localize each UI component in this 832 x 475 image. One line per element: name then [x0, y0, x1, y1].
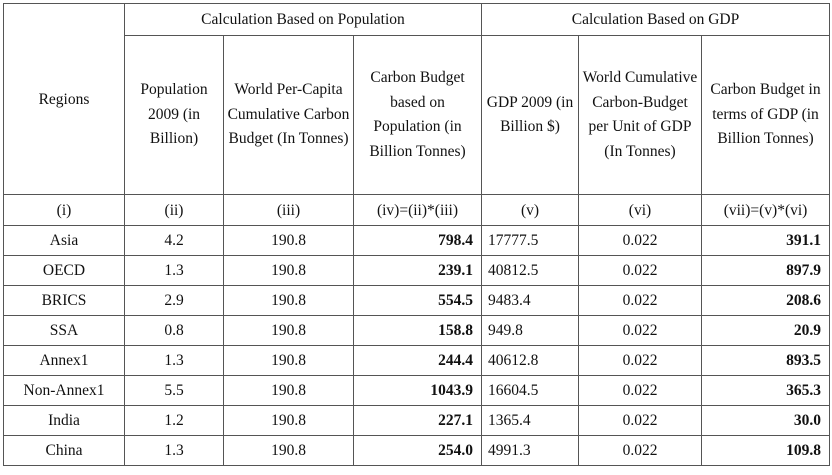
gdp-budget-cell: 208.6: [700, 285, 831, 316]
region-cell: OECD: [3, 255, 125, 286]
column-header: Carbon Budget in terms of GDP (in Billio…: [700, 35, 831, 195]
index-cell: (i): [3, 194, 125, 226]
table-row: OECD 1.3 190.8 239.1 40812.5 0.022 897.9: [3, 255, 831, 286]
population-group-header: Calculation Based on Population: [124, 3, 482, 36]
gdp-unit-budget-cell: 0.022: [578, 285, 702, 316]
table-row: India 1.2 190.8 227.1 1365.4 0.022 30.0: [3, 405, 831, 436]
gdp-budget-cell: 893.5: [700, 345, 831, 376]
population-cell: 1.3: [124, 345, 224, 376]
gdp-budget-cell: 109.8: [700, 435, 831, 466]
column-header: GDP 2009 (in Billion $): [481, 35, 579, 195]
population-budget-cell: 1043.9: [353, 375, 482, 406]
population-cell: 1.3: [124, 435, 224, 466]
population-budget-cell: 158.8: [353, 315, 482, 346]
population-budget-cell: 254.0: [353, 435, 482, 466]
region-cell: India: [3, 405, 125, 436]
column-header-row: Population 2009 (in Billion) World Per-C…: [4, 35, 831, 195]
gdp-cell: 949.8: [481, 315, 579, 346]
population-budget-cell: 554.5: [353, 285, 482, 316]
population-budget-cell: 244.4: [353, 345, 482, 376]
gdp-cell: 1365.4: [481, 405, 579, 436]
group-header-row: Regions Calculation Based on Population …: [3, 3, 831, 195]
gdp-cell: 4991.3: [481, 435, 579, 466]
table-row: China 1.3 190.8 254.0 4991.3 0.022 109.8: [3, 435, 831, 466]
region-cell: SSA: [3, 315, 125, 346]
region-cell: China: [3, 435, 125, 466]
index-cell: (iii): [223, 194, 354, 226]
gdp-budget-cell: 20.9: [700, 315, 831, 346]
per-capita-budget-cell: 190.8: [223, 375, 354, 406]
gdp-cell: 40612.8: [481, 345, 579, 376]
region-cell: Annex1: [3, 345, 125, 376]
population-cell: 0.8: [124, 315, 224, 346]
gdp-unit-budget-cell: 0.022: [578, 435, 702, 466]
gdp-cell: 9483.4: [481, 285, 579, 316]
table-row: Annex1 1.3 190.8 244.4 40612.8 0.022 893.5: [3, 345, 831, 376]
population-cell: 5.5: [124, 375, 224, 406]
regions-header: Regions: [3, 3, 125, 195]
population-budget-cell: 798.4: [353, 225, 482, 256]
population-budget-cell: 227.1: [353, 405, 482, 436]
column-header: Population 2009 (in Billion): [124, 35, 224, 195]
index-cell: (v): [481, 194, 579, 226]
gdp-group-header: Calculation Based on GDP: [480, 3, 831, 36]
gdp-budget-cell: 897.9: [700, 255, 831, 286]
population-cell: 1.2: [124, 405, 224, 436]
index-cell: (iv)=(ii)*(iii): [353, 194, 482, 226]
population-cell: 2.9: [124, 285, 224, 316]
index-row: (i) (ii) (iii) (iv)=(ii)*(iii) (v) (vi) …: [3, 194, 831, 226]
gdp-cell: 17777.5: [481, 225, 579, 256]
gdp-unit-budget-cell: 0.022: [578, 375, 702, 406]
gdp-budget-cell: 365.3: [700, 375, 831, 406]
gdp-unit-budget-cell: 0.022: [578, 345, 702, 376]
gdp-budget-cell: 391.1: [700, 225, 831, 256]
population-cell: 1.3: [124, 255, 224, 286]
per-capita-budget-cell: 190.8: [223, 285, 354, 316]
population-cell: 4.2: [124, 225, 224, 256]
table-row: BRICS 2.9 190.8 554.5 9483.4 0.022 208.6: [3, 285, 831, 316]
per-capita-budget-cell: 190.8: [223, 315, 354, 346]
per-capita-budget-cell: 190.8: [223, 255, 354, 286]
region-cell: Non-Annex1: [3, 375, 125, 406]
per-capita-budget-cell: 190.8: [223, 435, 354, 466]
index-cell: (vii)=(v)*(vi): [700, 194, 831, 226]
gdp-unit-budget-cell: 0.022: [578, 405, 702, 436]
table-row: SSA 0.8 190.8 158.8 949.8 0.022 20.9: [3, 315, 831, 346]
carbon-budget-table: Regions Calculation Based on Population …: [3, 3, 831, 466]
index-cell: (ii): [124, 194, 224, 226]
gdp-cell: 40812.5: [481, 255, 579, 286]
region-cell: BRICS: [3, 285, 125, 316]
gdp-unit-budget-cell: 0.022: [578, 225, 702, 256]
column-header: Carbon Budget based on Population (in Bi…: [353, 35, 482, 195]
column-header: World Per-Capita Cumulative Carbon Budge…: [223, 35, 354, 195]
per-capita-budget-cell: 190.8: [223, 405, 354, 436]
gdp-unit-budget-cell: 0.022: [578, 255, 702, 286]
gdp-budget-cell: 30.0: [700, 405, 831, 436]
population-budget-cell: 239.1: [353, 255, 482, 286]
table-row: Non-Annex1 5.5 190.8 1043.9 16604.5 0.022 365.…: [3, 375, 831, 406]
gdp-cell: 16604.5: [481, 375, 579, 406]
gdp-unit-budget-cell: 0.022: [578, 315, 702, 346]
region-cell: Asia: [3, 225, 125, 256]
table-row: Asia 4.2 190.8 798.4 17777.5 0.022 391.1: [3, 225, 831, 256]
column-header: World Cumulative Carbon-Budget per Unit …: [578, 35, 702, 195]
per-capita-budget-cell: 190.8: [223, 345, 354, 376]
per-capita-budget-cell: 190.8: [223, 225, 354, 256]
table-body: Asia 4.2 190.8 798.4 17777.5 0.022 391.1 OECD 1.…: [3, 225, 831, 466]
index-cell: (vi): [578, 194, 702, 226]
